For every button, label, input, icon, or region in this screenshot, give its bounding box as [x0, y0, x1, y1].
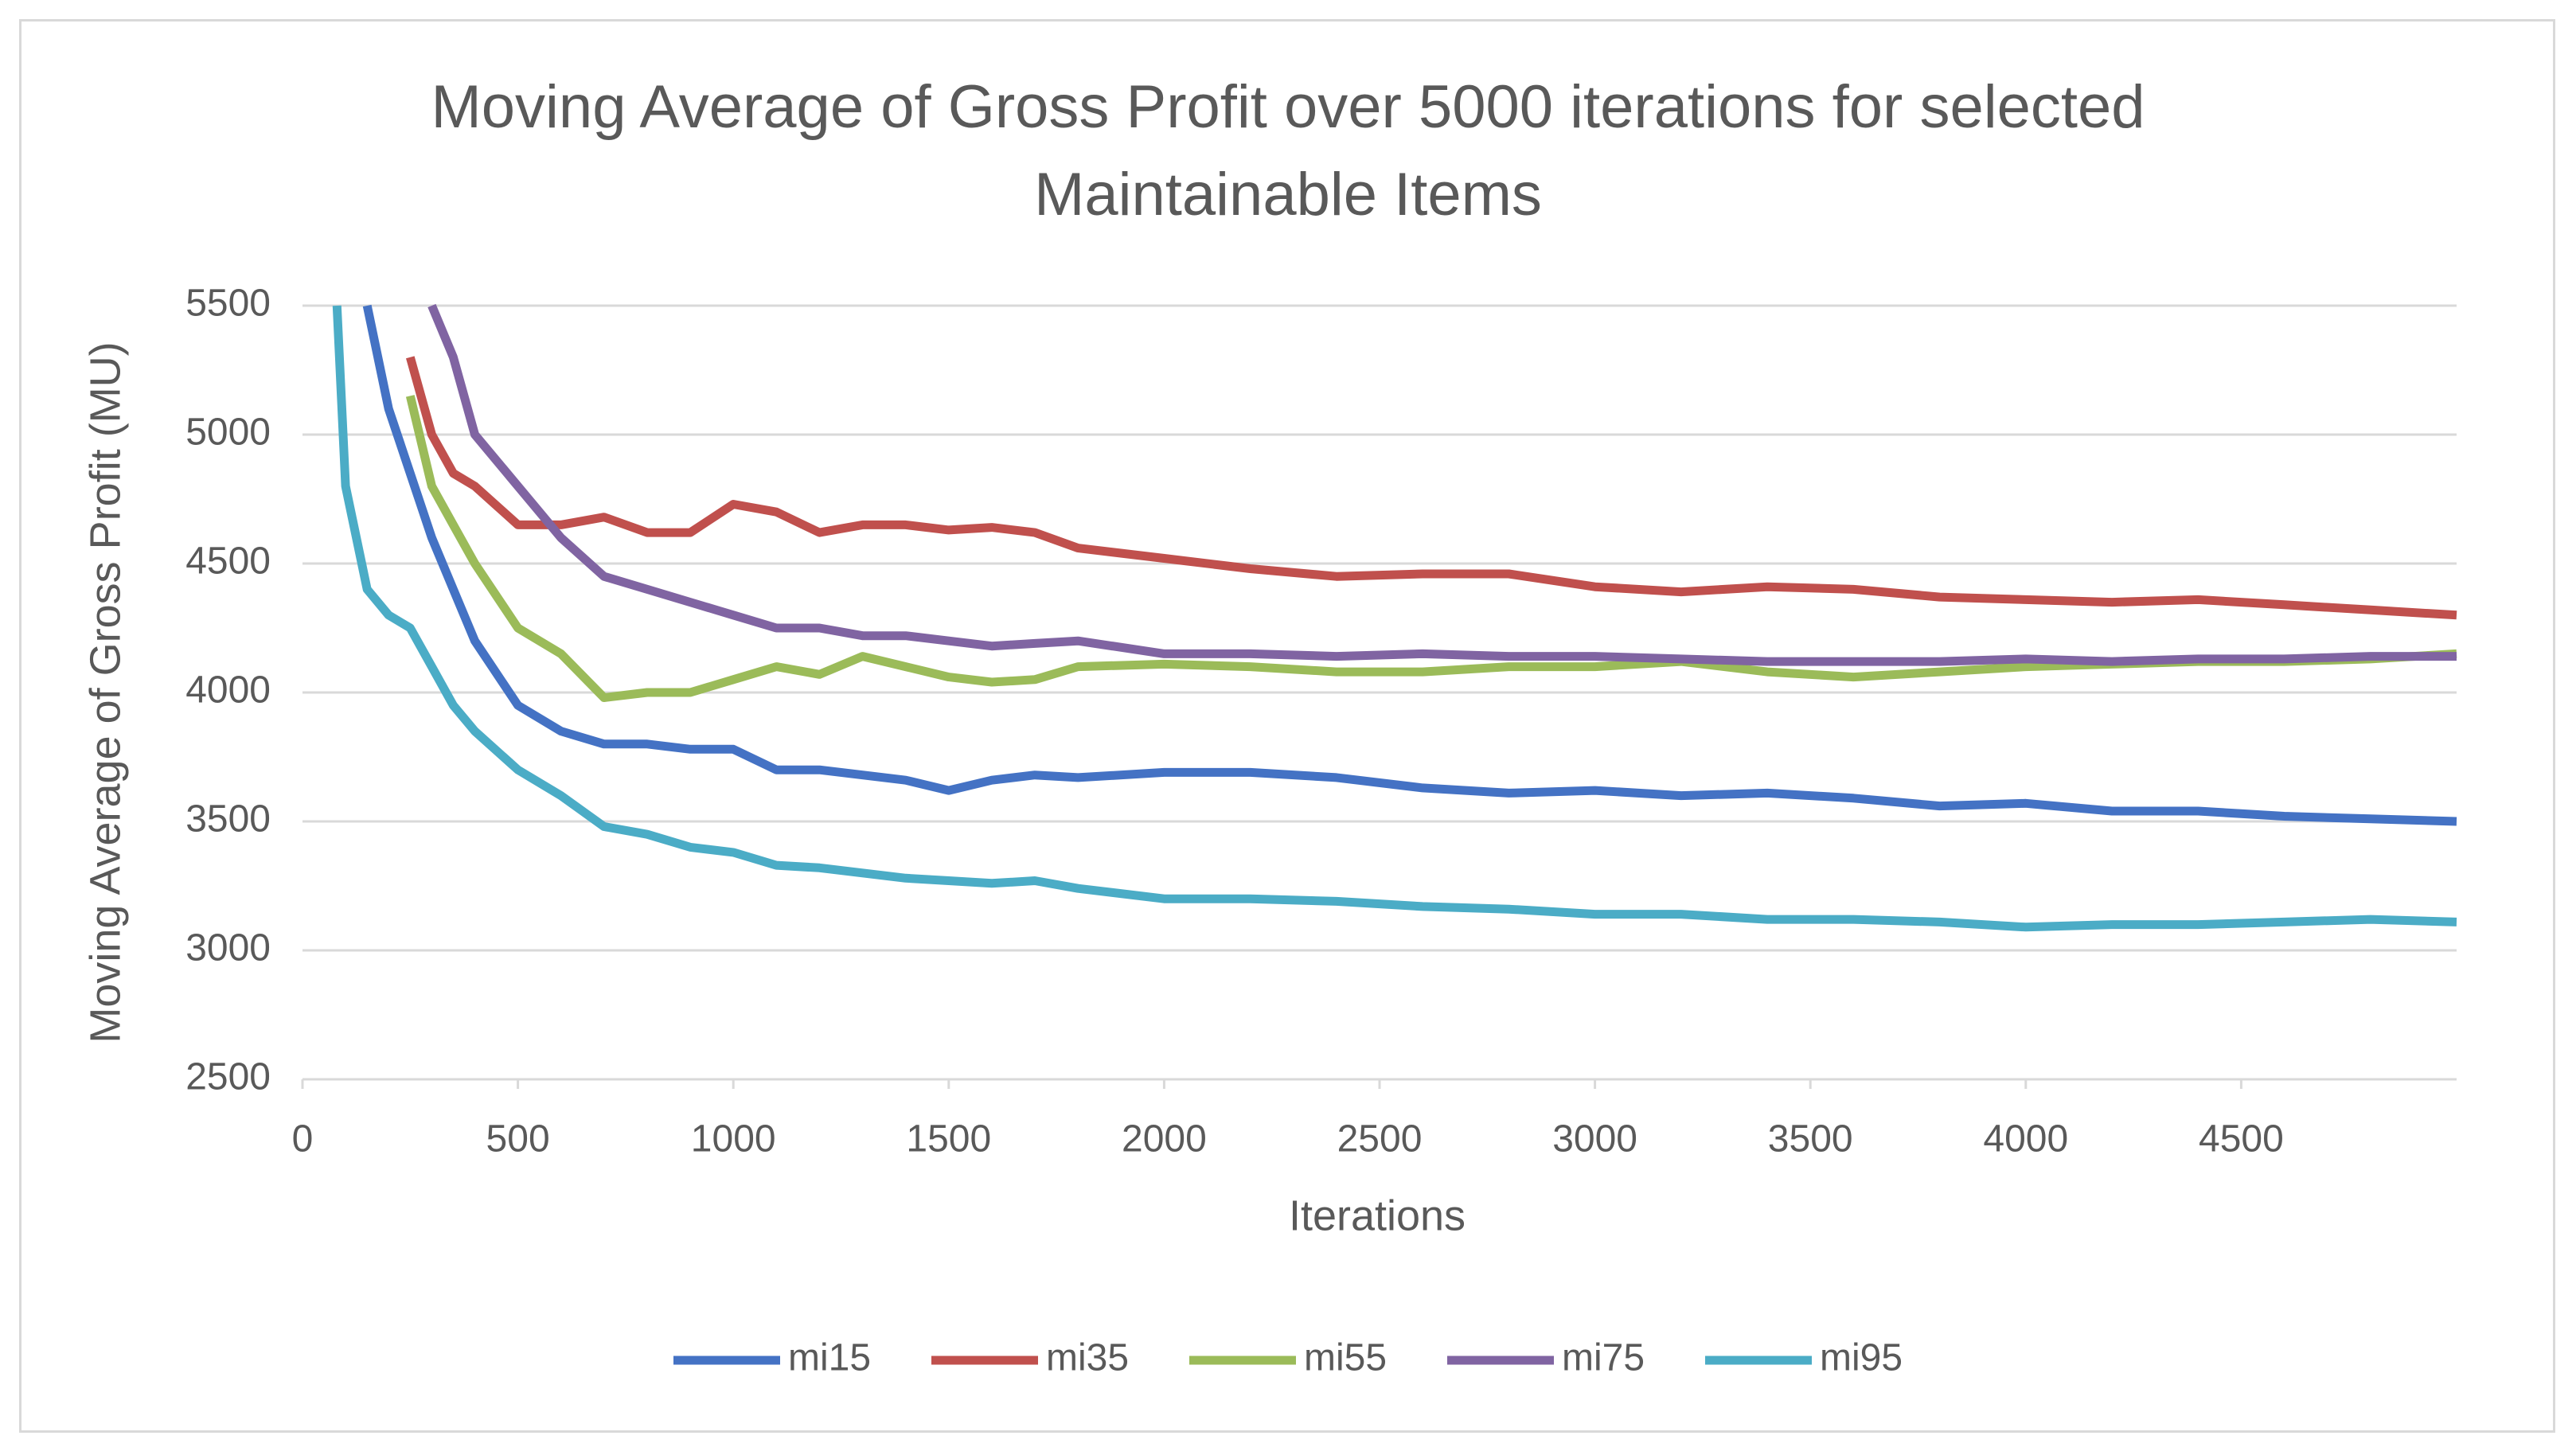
y-tick-label: 3500 — [185, 798, 271, 841]
chart-title: Moving Average of Gross Profit over 5000… — [431, 73, 2145, 228]
x-tick-label: 4500 — [2199, 1118, 2284, 1160]
x-tick-label: 1000 — [691, 1118, 776, 1160]
x-tick-label: 3500 — [1768, 1118, 1853, 1160]
series-line — [362, 304, 2457, 826]
y-tick-label: 4500 — [185, 540, 271, 583]
legend-label: mi15 — [788, 1337, 871, 1379]
x-tick-label: 4000 — [1983, 1118, 2068, 1160]
series-line — [427, 303, 2457, 666]
x-axis-title: Iterations — [1289, 1192, 1466, 1239]
x-tick-label: 2000 — [1122, 1118, 1207, 1160]
series-line — [405, 395, 2457, 702]
y-tick-label: 5000 — [185, 412, 271, 454]
series-line — [332, 305, 2457, 932]
x-tick-label: 1500 — [906, 1118, 991, 1160]
chart-border — [19, 19, 2555, 1433]
y-tick-label: 3000 — [185, 927, 271, 969]
series-line — [406, 356, 2457, 620]
x-tick-label: 2500 — [1337, 1118, 1423, 1160]
y-tick-label: 5500 — [185, 283, 271, 325]
x-tick-label: 3000 — [1552, 1118, 1637, 1160]
x-tick-label: 0 — [292, 1118, 314, 1160]
legend-label: mi75 — [1562, 1337, 1645, 1379]
legend-label: mi35 — [1046, 1337, 1129, 1379]
y-axis-title: Moving Average of Gross Profit (MU) — [81, 341, 129, 1043]
legend-label: mi55 — [1304, 1337, 1387, 1379]
x-tick-label: 500 — [486, 1118, 550, 1160]
legend-label: mi95 — [1820, 1337, 1903, 1379]
y-tick-label: 2500 — [185, 1056, 271, 1098]
y-tick-label: 4000 — [185, 669, 271, 712]
